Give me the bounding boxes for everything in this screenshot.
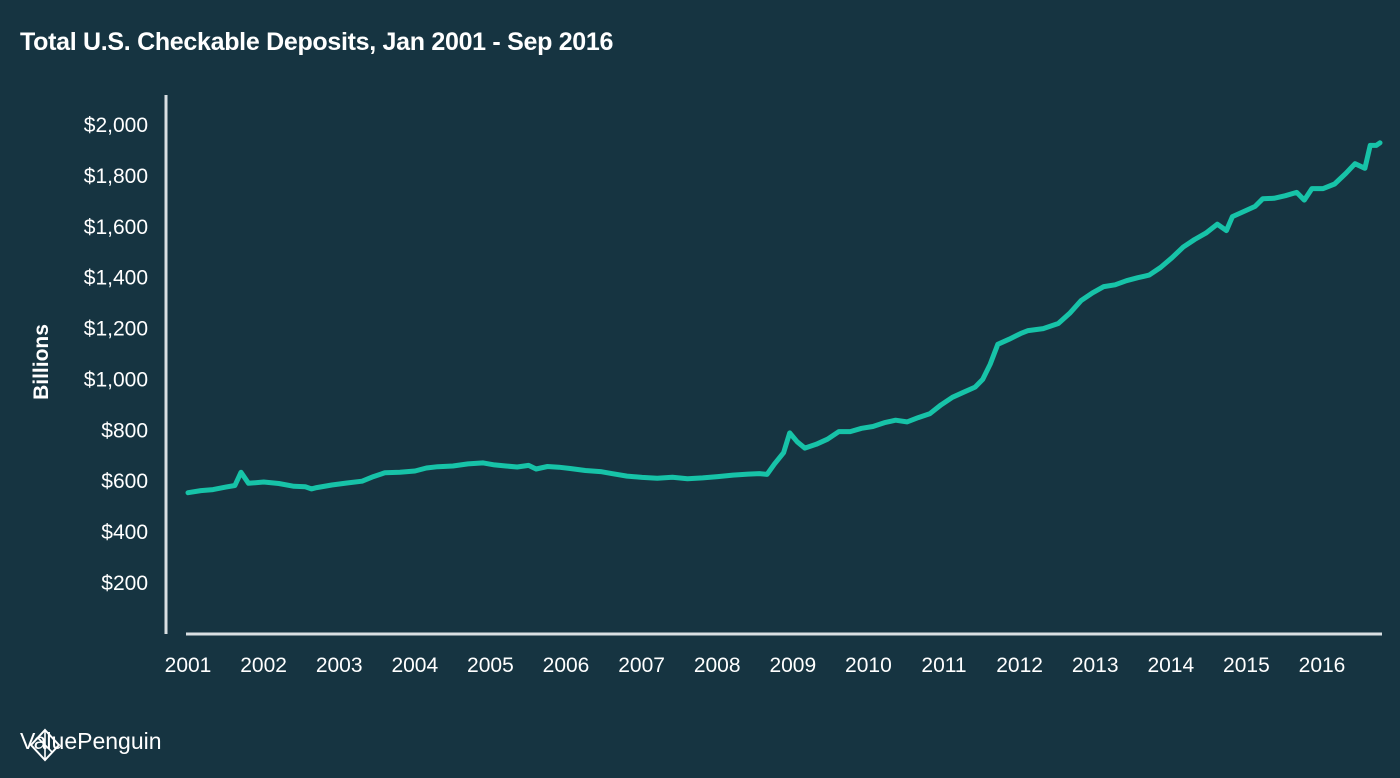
x-tick-label: 2004 bbox=[391, 654, 438, 677]
series-line bbox=[185, 140, 1383, 496]
y-tick-label: $1,800 bbox=[84, 165, 148, 188]
y-axis-label: Billions bbox=[30, 324, 53, 400]
x-tick-label: 2010 bbox=[845, 654, 892, 677]
chart-title: Total U.S. Checkable Deposits, Jan 2001 … bbox=[20, 28, 614, 56]
y-axis-ticks: $200 $400 $600 $800 $1,000 $1,200 $1,400 $1,600… bbox=[84, 114, 148, 595]
y-tick-label: $400 bbox=[101, 521, 148, 544]
y-tick-label: $1,400 bbox=[84, 267, 148, 290]
penguin-diamond-icon bbox=[29, 728, 61, 762]
x-tick-label: 2003 bbox=[316, 654, 363, 677]
x-tick-label: 2002 bbox=[240, 654, 287, 677]
y-tick-label: $600 bbox=[101, 470, 148, 493]
x-tick-label: 2015 bbox=[1223, 654, 1270, 677]
x-tick-label: 2008 bbox=[694, 654, 741, 677]
x-tick-label: 2009 bbox=[769, 654, 816, 677]
y-tick-label: $2,000 bbox=[84, 114, 148, 137]
y-tick-label: $200 bbox=[101, 572, 148, 595]
x-tick-label: 2012 bbox=[996, 654, 1043, 677]
y-tick-label: $1,000 bbox=[84, 368, 148, 391]
y-tick-label: $800 bbox=[101, 419, 148, 442]
x-tick-label: 2005 bbox=[467, 654, 514, 677]
x-tick-label: 2011 bbox=[921, 654, 966, 677]
x-tick-label: 2006 bbox=[543, 654, 590, 677]
line-chart: $200 $400 $600 $800 $1,000 $1,200 $1,400 $1,600… bbox=[30, 95, 1383, 677]
y-tick-label: $1,600 bbox=[84, 216, 148, 239]
x-tick-label: 2014 bbox=[1147, 654, 1194, 677]
series-group bbox=[185, 140, 1383, 496]
x-tick-label: 2001 bbox=[165, 654, 212, 677]
x-tick-label: 2007 bbox=[618, 654, 665, 677]
brand-footer: ValuePenguin bbox=[20, 728, 162, 762]
x-tick-label: 2016 bbox=[1299, 654, 1346, 677]
x-tick-label: 2013 bbox=[1072, 654, 1119, 677]
x-axis-ticks: 2001 2002 2003 2004 2005 2006 2007 2008 2009 2010… bbox=[165, 654, 1346, 677]
y-tick-label: $1,200 bbox=[84, 318, 148, 341]
